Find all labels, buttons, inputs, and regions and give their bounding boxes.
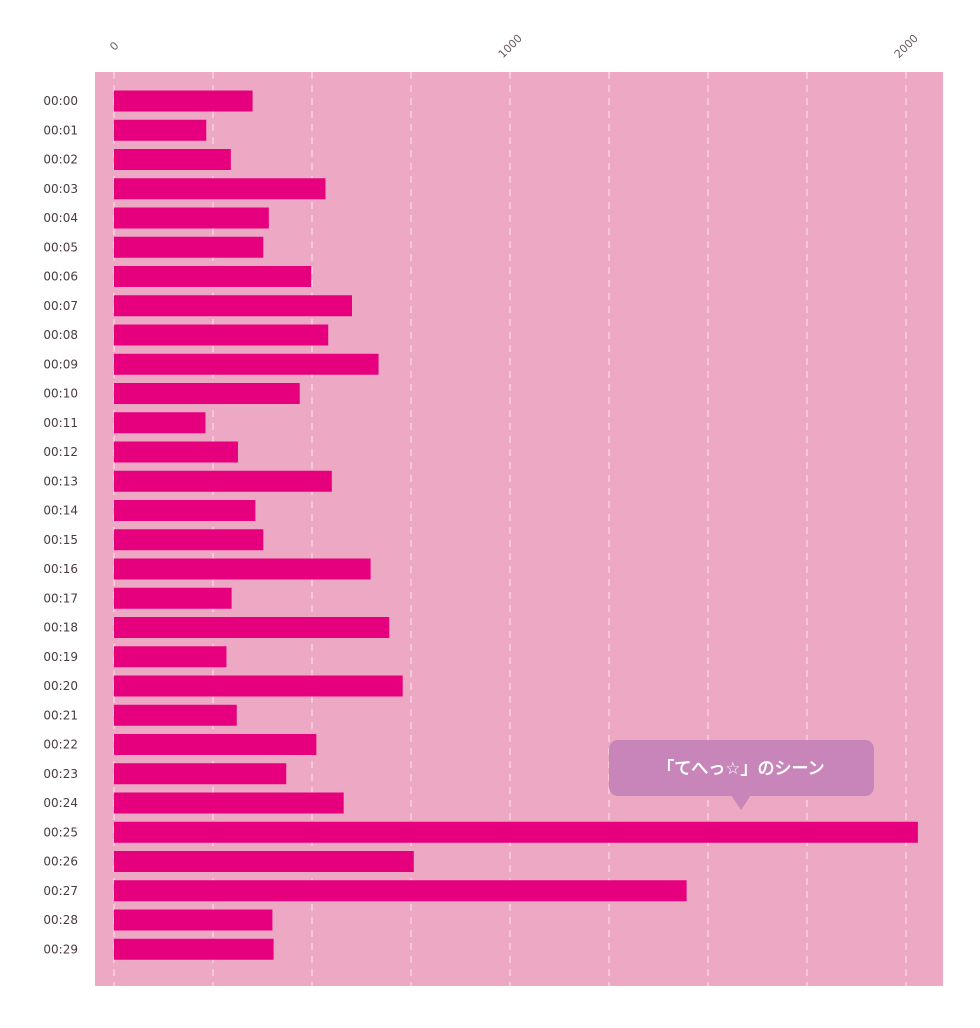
bar-00-12 <box>114 441 238 463</box>
category-label: 00:03 <box>43 182 78 196</box>
category-labels: 00:00 00:01 00:02 00:03 00:04 00:05 00:06 00:07… <box>43 94 78 956</box>
category-label: 00:25 <box>43 825 78 839</box>
category-label: 00:08 <box>43 328 78 342</box>
bar-00-06 <box>114 266 312 287</box>
category-label: 00:27 <box>43 884 78 898</box>
category-label: 00:10 <box>43 387 78 401</box>
bar-00-02 <box>114 149 231 170</box>
category-label: 00:18 <box>43 621 78 635</box>
category-label: 00:13 <box>43 474 78 488</box>
bar-00-13 <box>114 470 332 492</box>
bars <box>114 90 918 960</box>
bar-00-10 <box>114 383 300 404</box>
category-label: 00:09 <box>43 357 78 371</box>
x-tick-label: 0 <box>107 39 121 53</box>
x-tick-label: 1000 <box>496 32 525 61</box>
bar-00-24 <box>114 792 344 814</box>
gridlines <box>113 72 907 986</box>
bar-00-16 <box>114 558 371 580</box>
bar-00-03 <box>114 178 326 200</box>
x-axis-ticks: 0 1000 2000 <box>107 32 921 61</box>
bar-00-22 <box>114 734 317 755</box>
bar-00-11 <box>114 412 206 434</box>
bar-00-29 <box>114 938 274 960</box>
category-label: 00:26 <box>43 855 78 869</box>
category-label: 00:23 <box>43 767 78 781</box>
bar-00-25 <box>114 821 918 843</box>
callout-box <box>609 740 874 796</box>
category-label: 00:11 <box>43 416 78 430</box>
category-label: 00:29 <box>43 942 78 956</box>
category-label: 00:02 <box>43 153 78 167</box>
category-label: 00:22 <box>43 738 78 752</box>
category-label: 00:00 <box>43 94 78 108</box>
bar-00-26 <box>114 851 414 872</box>
category-label: 00:01 <box>43 123 78 137</box>
category-label: 00:17 <box>43 591 78 605</box>
bar-00-23 <box>114 763 287 785</box>
category-label: 00:06 <box>43 270 78 284</box>
bar-00-01 <box>114 119 207 141</box>
bar-00-04 <box>114 207 269 229</box>
bar-00-21 <box>114 704 237 726</box>
category-label: 00:15 <box>43 533 78 547</box>
callout-text: 「てへっ☆」のシーン <box>657 758 824 779</box>
x-tick-label: 2000 <box>892 32 921 61</box>
bar-00-17 <box>114 587 232 609</box>
category-label: 00:07 <box>43 299 78 313</box>
bar-00-20 <box>114 675 403 697</box>
bar-00-00 <box>114 90 253 112</box>
category-label: 00:20 <box>43 679 78 693</box>
category-label: 00:12 <box>43 445 78 459</box>
bar-00-18 <box>114 617 390 638</box>
bar-00-05 <box>114 236 264 258</box>
bar-00-15 <box>114 529 264 551</box>
category-label: 00:21 <box>43 708 78 722</box>
bar-00-27 <box>114 880 687 902</box>
callout-pointer <box>731 795 751 810</box>
category-label: 00:14 <box>43 504 78 518</box>
bar-00-07 <box>114 295 352 317</box>
category-label: 00:05 <box>43 240 78 254</box>
bar-00-09 <box>114 353 379 375</box>
bar-00-28 <box>114 909 273 931</box>
bar-00-19 <box>114 646 227 668</box>
category-label: 00:24 <box>43 796 78 810</box>
category-label: 00:19 <box>43 650 78 664</box>
category-label: 00:16 <box>43 562 78 576</box>
callout: 「てへっ☆」のシーン <box>609 740 874 810</box>
bar-00-14 <box>114 500 256 521</box>
bar-00-08 <box>114 324 329 346</box>
category-label: 00:04 <box>43 211 78 225</box>
category-label: 00:28 <box>43 913 78 927</box>
